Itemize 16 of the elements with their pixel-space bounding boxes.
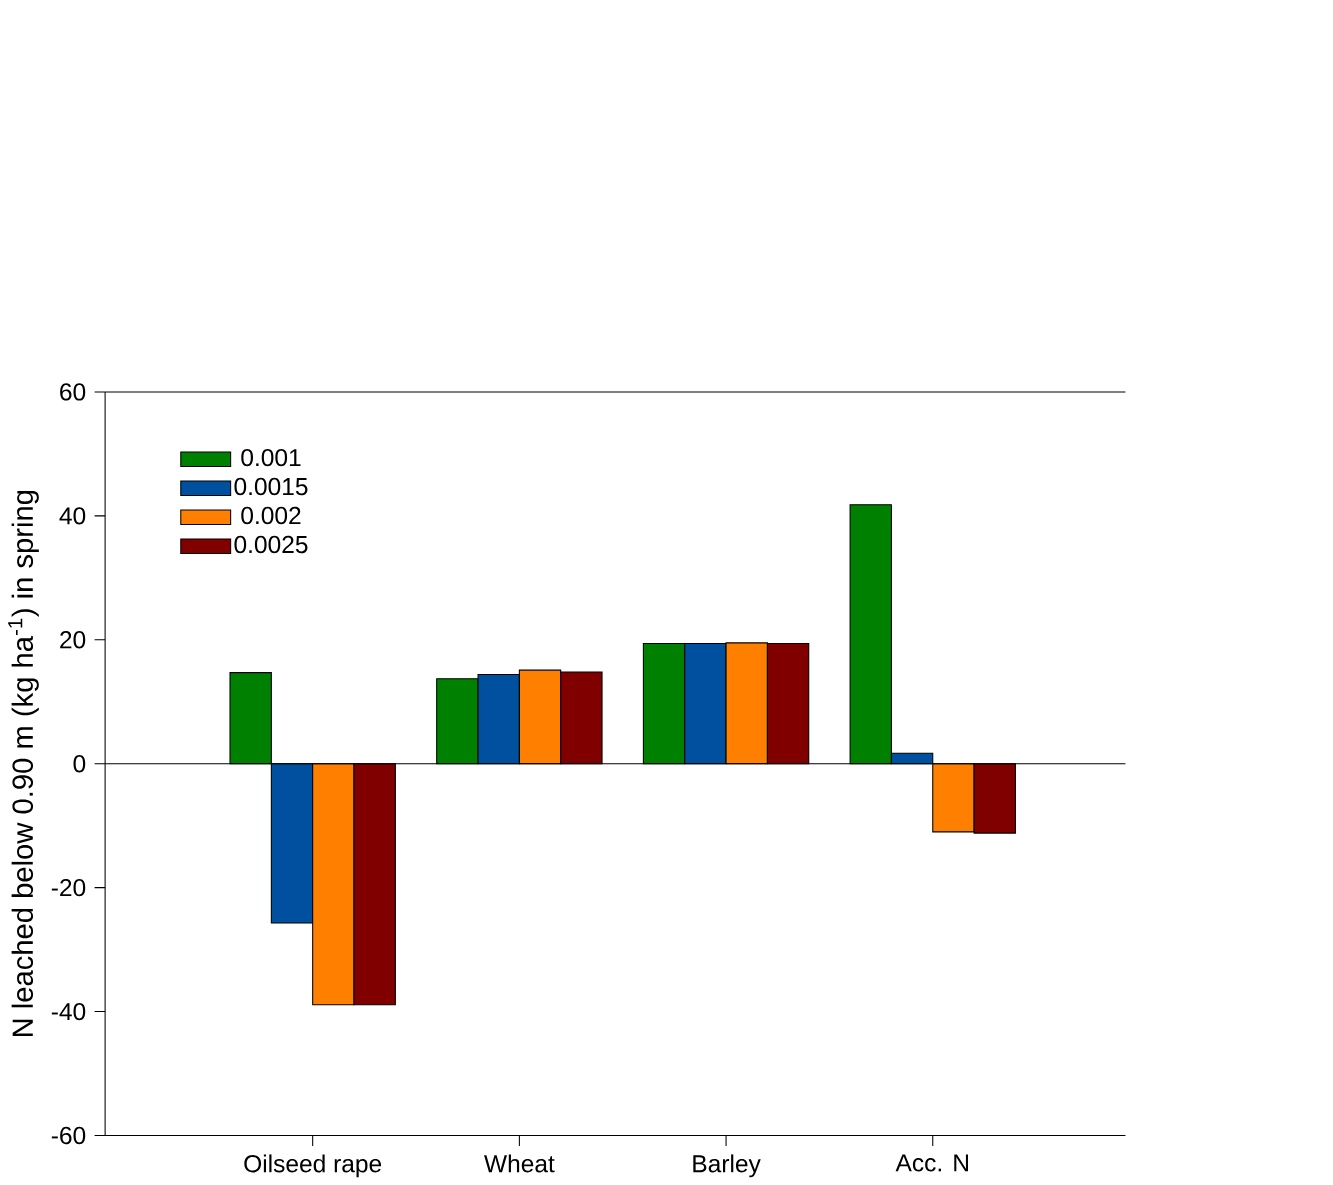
y-tick-label: -40: [51, 1002, 86, 1021]
x-tick-label: Oilseed rape: [244, 1154, 382, 1178]
legend-label: 0.0015: [234, 477, 308, 495]
y-tick-label: 20: [60, 630, 86, 649]
y-tick-label: 40: [59, 506, 86, 525]
legend-label: 0.001: [241, 448, 301, 467]
x-tick-label: Barley: [693, 1154, 761, 1178]
x-tick-label: Acc. N: [895, 1154, 968, 1172]
legend-label: 0.002: [241, 506, 301, 524]
x-tick-label: Wheat: [484, 1154, 555, 1173]
y-tick-label: -60: [51, 1126, 86, 1144]
y-tick-label: 0: [73, 754, 86, 773]
y-tick-label: -20: [51, 878, 86, 897]
y-tick-label: 60: [60, 383, 86, 401]
legend-label: 0.0025: [234, 535, 308, 553]
y-axis-title: N leached below 0.90 m (kg ha$^{-1}$) in spring: [8, 490, 39, 1036]
